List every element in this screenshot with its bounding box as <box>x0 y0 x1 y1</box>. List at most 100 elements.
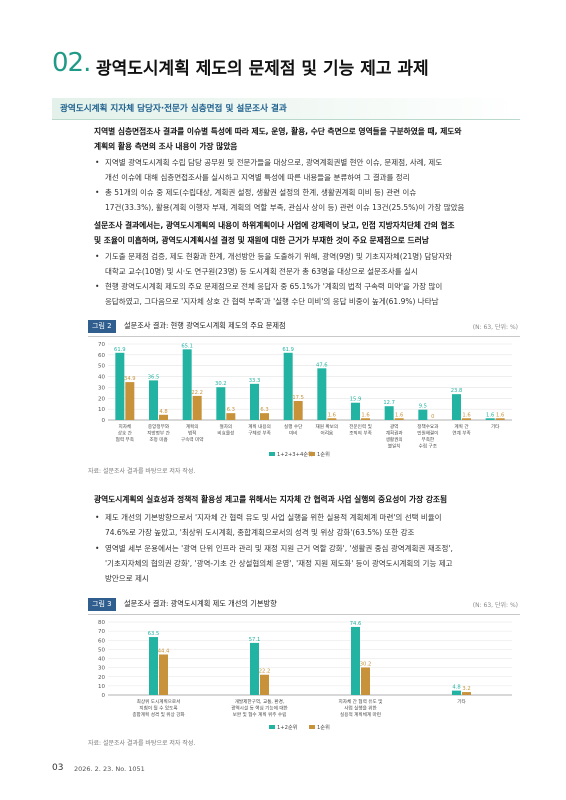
data-label: 22.2 <box>259 669 271 675</box>
x-tick-label: 불일치 <box>388 443 401 450</box>
bar-primary <box>351 626 360 695</box>
data-label: 12.7 <box>383 400 395 406</box>
bullet-line: 응답하였고, 그다음으로 '지자체 상호 간 협력 부족'과 '실행 수단 미비… <box>105 297 439 306</box>
bullet-line: 제도 개선의 기본방향으로서 '지자체 간 협력 유도 및 사업 실행을 위한 … <box>105 513 442 522</box>
x-tick-label: 지방정부 간 <box>147 430 170 437</box>
bullet-dot: • <box>95 188 100 197</box>
x-tick-label: 사업 실행을 위한 <box>344 705 377 712</box>
bar-secondary <box>159 414 168 420</box>
bullet-line: 방안으로 제시 <box>105 574 149 583</box>
page-title: 광역도시계획 제도의 문제점 및 기능 제고 과제 <box>96 59 429 79</box>
bar-secondary <box>462 692 471 695</box>
bullet-line: 기도출 문제점 검증, 제도 현황과 한계, 개선방안 등을 도출하기 위해, … <box>105 252 453 261</box>
chart-svg-2: 0 10 20 30 40 50 60 70 80 63.5 44.4 최상위 도시계획으로서지침이 … <box>98 620 512 731</box>
bar-secondary <box>361 418 370 420</box>
policy-paragraph: 광역도시계획의 실효성과 정책적 활용성 제고를 위해서는 지자체 간 협력과 … <box>94 492 520 507</box>
x-tick-label: 절차의 <box>219 423 232 430</box>
data-label: 1.6 <box>395 412 403 418</box>
page-footer: 03 2026. 2. 23. No. 1051 <box>52 763 352 777</box>
x-tick-label: 광역 <box>390 423 398 430</box>
x-tick-label: 민원해결이 <box>417 430 438 437</box>
y-tick-label: 10 <box>98 684 105 690</box>
legend-label: 1순위 <box>317 450 330 458</box>
legend-label: 1+2+3+4순위 <box>277 450 313 458</box>
section-heading: 광역도시계획 지자체 담당자·전문가 심층면접 및 설문조사 결과 <box>60 104 287 114</box>
x-tick-label: 기타 <box>457 698 466 705</box>
data-label: 17.5 <box>292 395 304 401</box>
bar-secondary <box>260 674 269 695</box>
data-label: 36.5 <box>148 374 160 380</box>
y-tick-label: 0 <box>102 418 106 424</box>
bullet-line: 74.6%로 가장 높았고, '최상위 도시계획, 종합계획으로서의 성격 및 … <box>105 528 415 537</box>
x-tick-label: 중앙정부와 <box>148 423 170 430</box>
x-tick-label: 광역시설 등 핵심 기능에 대한 <box>231 705 288 712</box>
legend-swatch <box>309 452 315 456</box>
data-label: 1.6 <box>361 412 369 418</box>
bar-primary <box>216 387 226 420</box>
data-label: 1.6 <box>462 412 470 418</box>
figure-2-source: 자료: 설문조사 결과를 바탕으로 저자 작성. <box>88 468 196 475</box>
bullet-line: 현행 광역도시계획 제도의 주요 문제점으로 전체 응답자 중 65.1%가 '… <box>105 282 443 291</box>
data-label: 44.4 <box>158 648 170 654</box>
bar-primary <box>317 368 327 420</box>
figure-3-header: 그림 3 설문조사 결과: 광역도시계획 제도 개선의 기본방향 (N: 63,… <box>88 597 520 613</box>
x-tick-label: 재원 확보의 <box>316 423 339 430</box>
data-label: 33.3 <box>249 378 261 384</box>
x-tick-label: 지자체 <box>118 423 131 430</box>
figure-2-header: 그림 2 설문조사 결과: 현행 광역도시계획 제도의 주요 문제점 (N: 6… <box>88 319 520 335</box>
survey-bullet-1: • 기도출 문제점 검증, 제도 현황과 한계, 개선방안 등을 도출하기 위해… <box>94 249 520 279</box>
x-tick-label: 계획 간 <box>454 423 469 430</box>
policy-bullet-2: • 영역별 세부 운용에서는 '광역 단위 인프라 관리 및 재정 지원 근거 … <box>94 541 520 586</box>
y-tick-label: 60 <box>98 638 105 644</box>
bullet-line: '기초지자체의 협의권 강화', '광역-기초 간 상설협의체 운영', '재정… <box>105 559 453 568</box>
x-tick-label: 협력 부족 <box>116 436 134 443</box>
y-tick-label: 70 <box>98 342 105 348</box>
data-label: 9.5 <box>419 404 427 410</box>
bullet-line: 총 51개의 이슈 중 제도(수립대상, 계획권 설정, 생활권 설정의 한계,… <box>105 188 417 197</box>
y-tick-label: 60 <box>98 353 105 359</box>
policy-bullet-1: • 제도 개선의 기본방향으로서 '지자체 간 협력 유도 및 사업 실행을 위… <box>94 510 520 540</box>
data-label: 65.1 <box>181 343 193 349</box>
x-tick-label: 구체성 부족 <box>248 430 271 437</box>
data-label: 61.9 <box>114 347 126 353</box>
bar-primary <box>149 380 158 420</box>
figure-2-rule <box>88 336 520 337</box>
x-tick-label: 실용적 계획체계 마련 <box>340 711 381 718</box>
data-label: 1.6 <box>328 412 336 418</box>
data-label: 4.8 <box>452 685 460 691</box>
x-tick-label: 계획 내용의 <box>248 423 271 430</box>
x-tick-label: 조정 미흡 <box>149 436 167 443</box>
figure-3-rule <box>88 614 520 615</box>
bar-primary <box>452 394 461 420</box>
data-label: 22.2 <box>191 390 203 396</box>
legend-swatch <box>269 452 275 456</box>
y-tick-label: 40 <box>98 657 105 663</box>
data-label: 0 <box>431 414 434 420</box>
bar-secondary <box>226 413 236 420</box>
data-label: 23.8 <box>451 388 463 394</box>
x-tick-label: 보완 및 협수 계획 위주 수립 <box>233 711 287 718</box>
bar-primary <box>418 409 428 420</box>
y-tick-label: 40 <box>98 375 105 381</box>
y-tick-label: 10 <box>98 407 105 413</box>
x-tick-label: 어려움 <box>320 430 333 437</box>
bar-primary <box>182 349 192 420</box>
legend-swatch <box>269 725 275 729</box>
figure-3-title: 설문조사 결과: 광역도시계획 제도 개선의 기본방향 <box>124 599 277 608</box>
bar-secondary <box>260 413 269 420</box>
bar-secondary <box>192 395 202 420</box>
bar-primary <box>384 406 394 420</box>
bullet-line: 영역별 세부 운용에서는 '광역 단위 인프라 관리 및 재정 지원 근거 역할… <box>105 544 453 553</box>
x-tick-label: 실행 수단 <box>284 423 303 430</box>
data-label: 1.6 <box>496 412 504 418</box>
intro-paragraph: 지역별 심층면접조사 결과를 이슈별 특성에 따라 제도, 운영, 활용, 수단… <box>94 124 520 154</box>
data-label: 63.5 <box>148 631 160 637</box>
bullet-dot: • <box>95 158 100 167</box>
x-tick-label: 계획권과 <box>386 430 404 437</box>
x-tick-label: 기타 <box>491 423 500 430</box>
x-tick-label: 연계 부족 <box>452 430 470 437</box>
data-label: 47.6 <box>316 362 328 368</box>
bar-primary <box>115 352 125 420</box>
section-number: 02. <box>52 48 91 78</box>
